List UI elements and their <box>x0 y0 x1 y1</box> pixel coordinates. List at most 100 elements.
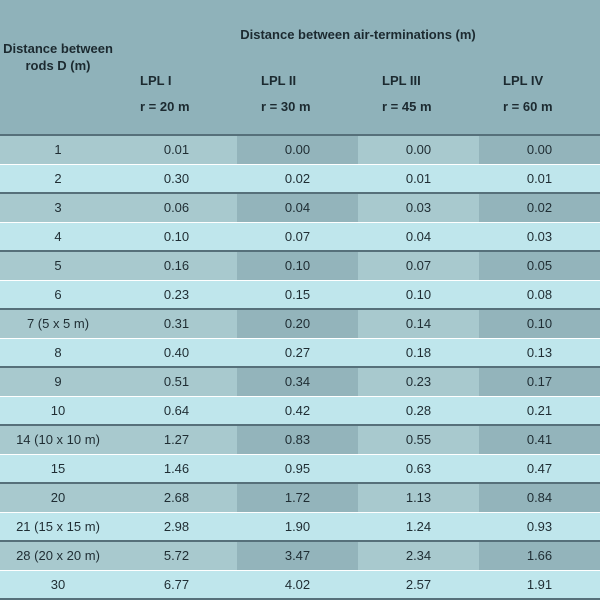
value-cell: 0.84 <box>479 482 600 512</box>
table-row: 1 0.01 0.00 0.00 0.00 <box>0 134 600 164</box>
value-cell: 0.64 <box>116 395 237 425</box>
value-cell: 1.46 <box>116 453 237 483</box>
value-cell: 0.00 <box>479 134 600 164</box>
table-row: 14 (10 x 10 m) 1.27 0.83 0.55 0.41 <box>0 424 600 454</box>
value-cell: 1.72 <box>237 482 358 512</box>
value-cell: 0.01 <box>116 134 237 164</box>
value-cell: 0.03 <box>479 221 600 251</box>
distance-cell: 6 <box>0 279 116 309</box>
distance-cell: 8 <box>0 337 116 367</box>
table-row: 10 0.64 0.42 0.28 0.21 <box>0 395 600 425</box>
lpl-header: LPL III r = 45 m <box>358 68 479 135</box>
table-row: 9 0.51 0.34 0.23 0.17 <box>0 366 600 396</box>
value-cell: 0.16 <box>116 250 237 280</box>
table-row: 2 0.30 0.02 0.01 0.01 <box>0 163 600 193</box>
distance-cell: 9 <box>0 366 116 396</box>
table-row: 3 0.06 0.04 0.03 0.02 <box>0 192 600 222</box>
value-cell: 0.14 <box>358 308 479 338</box>
distance-cell: 21 (15 x 15 m) <box>0 511 116 541</box>
value-cell: 0.83 <box>237 424 358 454</box>
distance-cell: 20 <box>0 482 116 512</box>
value-cell: 0.10 <box>479 308 600 338</box>
table-row: 21 (15 x 15 m) 2.98 1.90 1.24 0.93 <box>0 511 600 541</box>
value-cell: 0.40 <box>116 337 237 367</box>
lpl-radius: r = 30 m <box>261 99 311 114</box>
lpl-header: LPL II r = 30 m <box>237 68 358 135</box>
table-row: 4 0.10 0.07 0.04 0.03 <box>0 221 600 251</box>
lpl-name: LPL I <box>140 73 172 88</box>
value-cell: 0.18 <box>358 337 479 367</box>
value-cell: 0.93 <box>479 511 600 541</box>
lpl-header: LPL IV r = 60 m <box>479 68 600 135</box>
lpl-name: LPL III <box>382 73 421 88</box>
value-cell: 0.30 <box>116 163 237 193</box>
value-cell: 4.02 <box>237 569 358 600</box>
table-row: 30 6.77 4.02 2.57 1.91 <box>0 569 600 600</box>
value-cell: 2.68 <box>116 482 237 512</box>
value-cell: 0.10 <box>237 250 358 280</box>
table-row: 6 0.23 0.15 0.10 0.08 <box>0 279 600 309</box>
value-cell: 2.34 <box>358 540 479 570</box>
value-cell: 0.31 <box>116 308 237 338</box>
value-cell: 0.55 <box>358 424 479 454</box>
distance-cell: 14 (10 x 10 m) <box>0 424 116 454</box>
value-cell: 0.04 <box>237 192 358 222</box>
value-cell: 0.01 <box>479 163 600 193</box>
value-cell: 1.13 <box>358 482 479 512</box>
value-cell: 0.15 <box>237 279 358 309</box>
value-cell: 0.51 <box>116 366 237 396</box>
value-cell: 0.10 <box>116 221 237 251</box>
value-cell: 0.47 <box>479 453 600 483</box>
value-cell: 0.04 <box>358 221 479 251</box>
lpl-radius: r = 60 m <box>503 99 553 114</box>
distance-cell: 30 <box>0 569 116 600</box>
value-cell: 1.91 <box>479 569 600 600</box>
value-cell: 1.90 <box>237 511 358 541</box>
value-cell: 1.24 <box>358 511 479 541</box>
table-row: 28 (20 x 20 m) 5.72 3.47 2.34 1.66 <box>0 540 600 570</box>
value-cell: 0.13 <box>479 337 600 367</box>
value-cell: 0.21 <box>479 395 600 425</box>
group-header: Distance between air-terminations (m) <box>116 0 600 68</box>
value-cell: 0.17 <box>479 366 600 396</box>
value-cell: 0.23 <box>358 366 479 396</box>
distance-cell: 4 <box>0 221 116 251</box>
value-cell: 0.08 <box>479 279 600 309</box>
value-cell: 0.07 <box>237 221 358 251</box>
table-row: 20 2.68 1.72 1.13 0.84 <box>0 482 600 512</box>
value-cell: 0.05 <box>479 250 600 280</box>
value-cell: 0.07 <box>358 250 479 280</box>
value-cell: 0.03 <box>358 192 479 222</box>
distance-cell: 3 <box>0 192 116 222</box>
lpl-header: LPL I r = 20 m <box>116 68 237 135</box>
value-cell: 2.98 <box>116 511 237 541</box>
lpl-radius: r = 20 m <box>140 99 190 114</box>
distance-cell: 2 <box>0 163 116 193</box>
value-cell: 0.34 <box>237 366 358 396</box>
value-cell: 0.20 <box>237 308 358 338</box>
distance-cell: 7 (5 x 5 m) <box>0 308 116 338</box>
value-cell: 0.00 <box>358 134 479 164</box>
distance-cell: 28 (20 x 20 m) <box>0 540 116 570</box>
value-cell: 0.95 <box>237 453 358 483</box>
distance-cell: 15 <box>0 453 116 483</box>
value-cell: 0.06 <box>116 192 237 222</box>
row-header: Distance between rods D (m) <box>0 0 116 135</box>
value-cell: 0.02 <box>237 163 358 193</box>
value-cell: 5.72 <box>116 540 237 570</box>
value-cell: 1.27 <box>116 424 237 454</box>
value-cell: 0.27 <box>237 337 358 367</box>
value-cell: 0.63 <box>358 453 479 483</box>
lpl-name: LPL II <box>261 73 297 88</box>
value-cell: 0.42 <box>237 395 358 425</box>
lpl-name: LPL IV <box>503 73 544 88</box>
value-cell: 0.00 <box>237 134 358 164</box>
value-cell: 1.66 <box>479 540 600 570</box>
table-row: 7 (5 x 5 m) 0.31 0.20 0.14 0.10 <box>0 308 600 338</box>
value-cell: 6.77 <box>116 569 237 600</box>
distance-cell: 10 <box>0 395 116 425</box>
value-cell: 0.02 <box>479 192 600 222</box>
value-cell: 0.23 <box>116 279 237 309</box>
value-cell: 0.10 <box>358 279 479 309</box>
